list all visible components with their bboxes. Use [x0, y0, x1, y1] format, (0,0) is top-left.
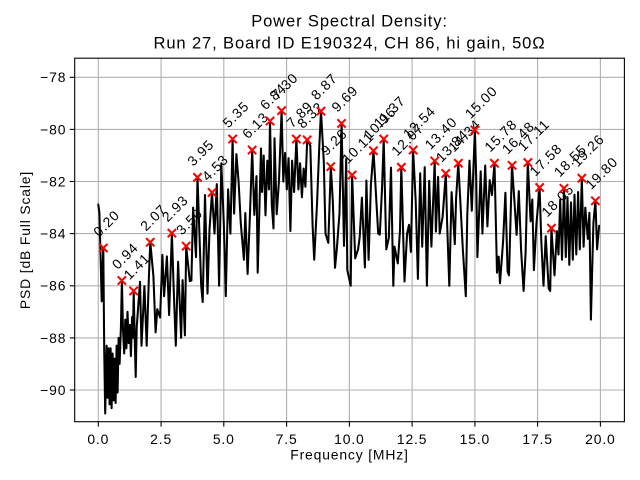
svg-text:2.5: 2.5 — [150, 431, 172, 447]
svg-text:Frequency [MHz]: Frequency [MHz] — [290, 447, 409, 463]
svg-text:Run 27, Board ID E190324, CH 8: Run 27, Board ID E190324, CH 86, hi gain… — [154, 34, 546, 53]
svg-text:17.5: 17.5 — [522, 431, 552, 447]
svg-text:−82: −82 — [40, 173, 66, 189]
svg-text:12.5: 12.5 — [397, 431, 427, 447]
svg-text:0.0: 0.0 — [87, 431, 109, 447]
svg-text:20.0: 20.0 — [585, 431, 615, 447]
svg-text:PSD [dB Full Scale]: PSD [dB Full Scale] — [17, 171, 33, 309]
svg-text:−80: −80 — [40, 121, 66, 137]
svg-text:−90: −90 — [40, 382, 66, 398]
svg-text:15.0: 15.0 — [460, 431, 490, 447]
svg-text:−86: −86 — [40, 278, 66, 294]
svg-text:7.5: 7.5 — [276, 431, 298, 447]
svg-text:Power Spectral Density:: Power Spectral Density: — [251, 12, 448, 31]
svg-text:10.0: 10.0 — [334, 431, 364, 447]
svg-text:−88: −88 — [40, 330, 66, 346]
svg-text:−84: −84 — [40, 226, 66, 242]
svg-text:5.0: 5.0 — [213, 431, 235, 447]
svg-text:−78: −78 — [40, 69, 66, 85]
